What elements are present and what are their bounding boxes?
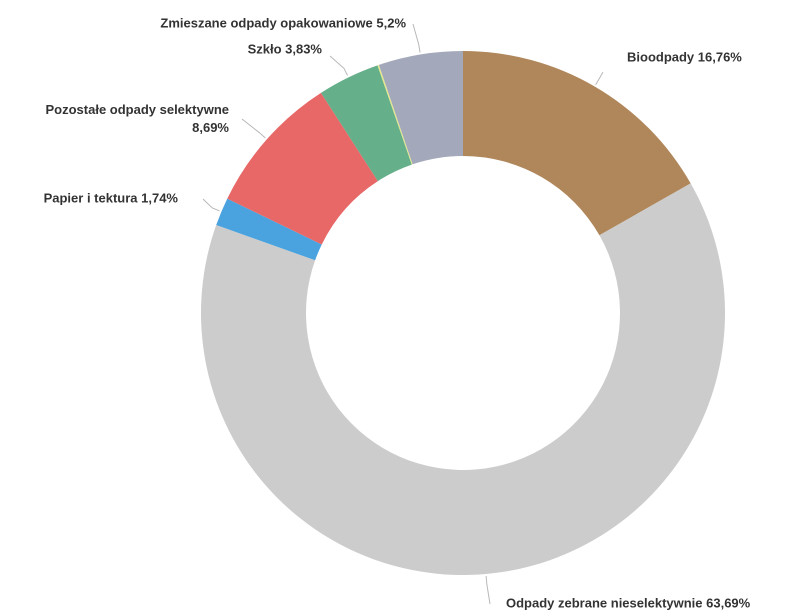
leader-line-papier-i-tektura: [202, 198, 220, 212]
slice-bioodpady[interactable]: [463, 51, 691, 236]
slice-labels: Bioodpady 16,76% Odpady zebrane nieselekt…: [44, 15, 751, 610]
leader-lines: [202, 23, 604, 605]
slice-zmieszane-odpady-opakowaniowe[interactable]: [378, 51, 463, 165]
slice-papier-i-tektura[interactable]: [216, 198, 322, 261]
label-pozostale-odpady-selektywne: Pozostałe odpady selektywne 8,69%: [45, 102, 229, 135]
leader-line-szklo: [329, 55, 348, 76]
label-papier-i-tektura: Papier i tektura 1,74%: [44, 190, 179, 205]
label-szklo: Szkło 3,83%: [248, 41, 323, 56]
slice-unlabeled-5[interactable]: [377, 64, 413, 165]
slice-pozostale-odpady-selektywne[interactable]: [227, 92, 378, 245]
leader-line-pozostale-odpady-selektywne: [241, 118, 266, 139]
leader-line-bioodpady: [595, 71, 604, 86]
slice-odpady-zebrane-nieselektywnie[interactable]: [200, 183, 725, 575]
donut-slices: [200, 51, 725, 575]
leader-line-odpady-zebrane-nieselektywnie: [485, 575, 491, 605]
label-odpady-zebrane-nieselektywnie: Odpady zebrane nieselektywnie 63,69%: [506, 595, 751, 610]
label-bioodpady: Bioodpady 16,76%: [627, 49, 742, 64]
leader-line-zmieszane-odpady-opakowaniowe: [412, 23, 421, 53]
slice-szklo[interactable]: [320, 65, 412, 182]
label-zmieszane-odpady-opakowaniowe: Zmieszane odpady opakowaniowe 5,2%: [160, 15, 406, 30]
